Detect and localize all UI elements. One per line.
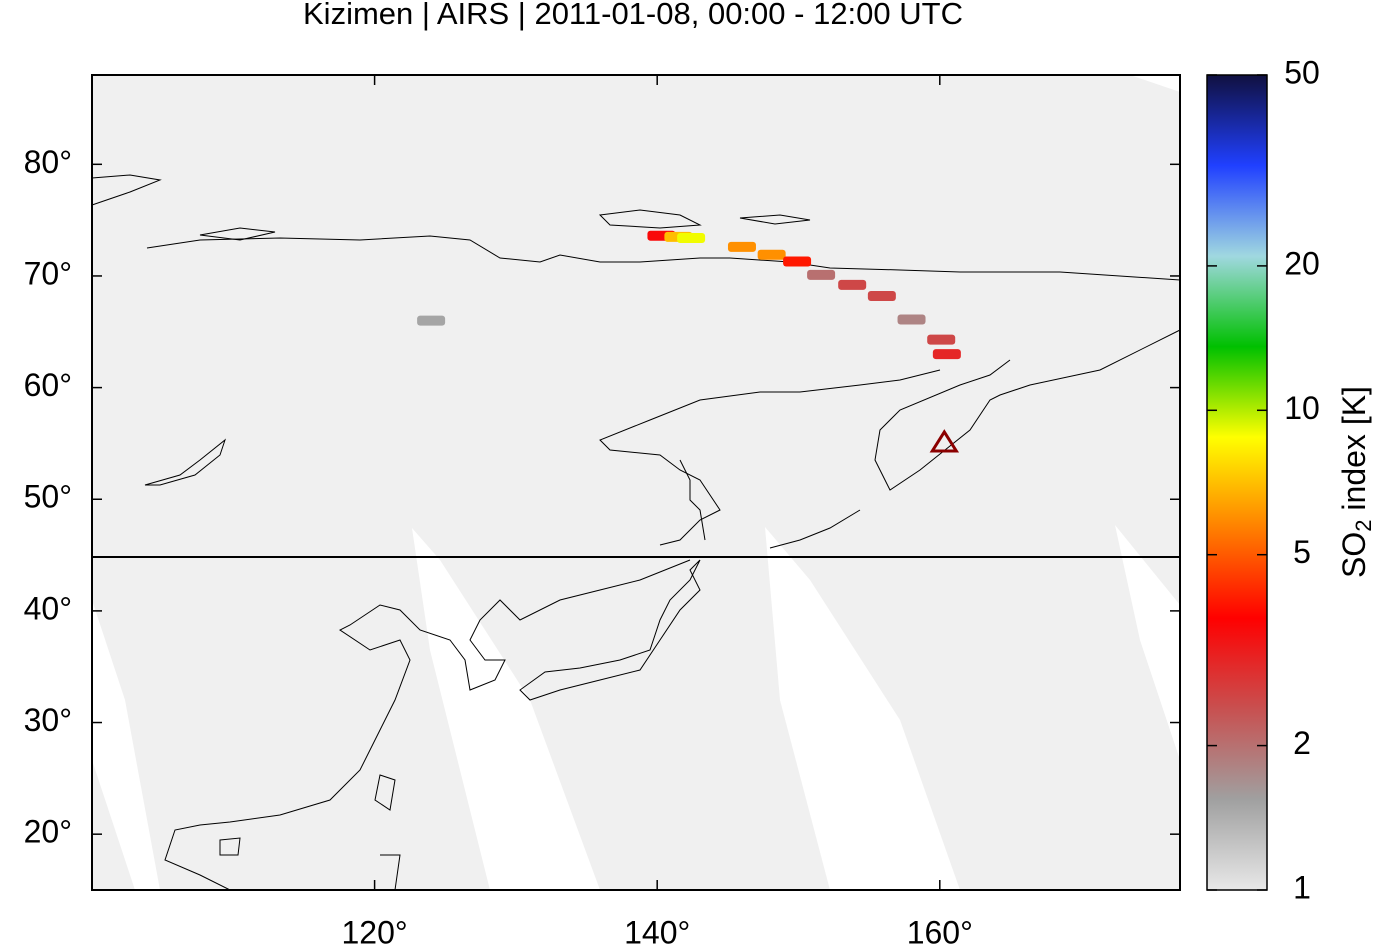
so2-cell — [807, 269, 836, 280]
x-tick-label: 120° — [342, 914, 408, 950]
x-tick-label: 140° — [624, 914, 690, 950]
map-background — [92, 75, 1180, 890]
so2-cell — [677, 233, 706, 243]
colorbar-tick-label: 20 — [1284, 245, 1320, 281]
colorbar-tick-label: 5 — [1293, 534, 1311, 570]
y-tick-label: 40° — [24, 590, 72, 626]
so2-cell — [927, 334, 956, 345]
so2-cell — [417, 315, 446, 326]
coastlines — [91, 174, 1181, 891]
so2-cell — [867, 291, 896, 302]
so2-cell — [757, 249, 786, 260]
colorbar-tick-label: 2 — [1293, 725, 1311, 761]
y-tick-label: 70° — [24, 255, 72, 291]
map-title: Kizimen | AIRS | 2011-01-08, 00:00 - 12:… — [303, 0, 963, 31]
y-tick-label: 20° — [24, 814, 72, 850]
x-tick-label: 160° — [907, 914, 973, 950]
colorbar-tick-label: 10 — [1284, 390, 1320, 426]
map-frame — [91, 74, 1181, 891]
so2-cell — [727, 241, 756, 252]
y-tick-label: 80° — [24, 144, 72, 180]
so2-cell — [932, 349, 961, 360]
y-tick-label: 60° — [24, 367, 72, 403]
colorbar-tick-label: 1 — [1293, 869, 1311, 905]
so2-cell — [897, 314, 926, 325]
y-tick-label: 30° — [24, 702, 72, 738]
volcano-marker — [929, 429, 960, 453]
so2-cell — [783, 256, 812, 267]
swath-gaps — [92, 75, 1180, 890]
colorbar-label-part: SO — [1336, 532, 1372, 578]
colorbar-label-part: index [K] — [1336, 386, 1372, 519]
colorbar-label: SO2 index [K] — [1336, 386, 1375, 578]
colorbar-label-subscript: 2 — [1351, 519, 1376, 531]
colorbar-tick-label: 50 — [1284, 54, 1320, 90]
colorbar — [1206, 74, 1268, 891]
y-tick-label: 50° — [24, 479, 72, 515]
so2-cell — [838, 279, 867, 290]
